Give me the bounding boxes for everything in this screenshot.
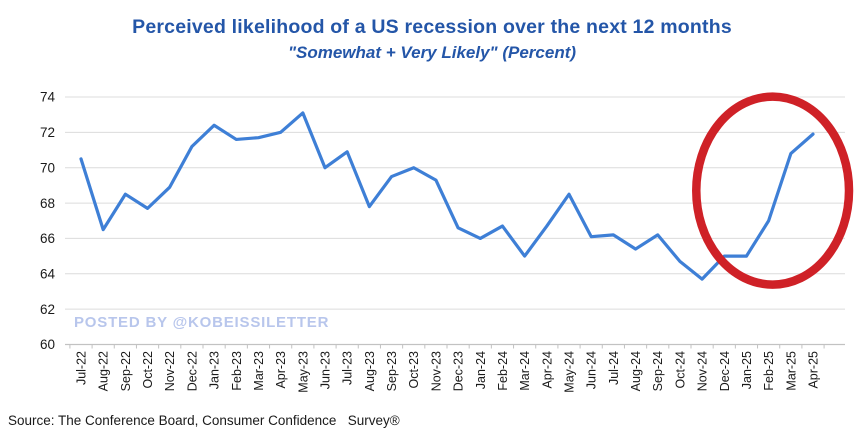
x-axis-tick-label: Jun-24: [585, 351, 599, 389]
x-axis-tick-label: Aug-24: [629, 351, 643, 391]
x-axis-tick-label: Aug-23: [363, 351, 377, 391]
y-axis-tick-label: 60: [40, 337, 55, 352]
x-axis-tick-label: Nov-23: [429, 351, 443, 391]
x-axis-tick-label: Oct-24: [673, 351, 687, 389]
x-axis-tick-label: Sep-22: [119, 351, 133, 391]
x-axis-tick-label: Feb-25: [762, 351, 776, 391]
x-axis-tick-label: Mar-23: [252, 351, 266, 391]
x-axis-tick-label: Mar-24: [518, 351, 532, 391]
x-axis-tick-label: Jul-23: [341, 351, 355, 385]
x-axis-tick-label: Sep-24: [651, 351, 665, 391]
x-axis-tick-label: Dec-23: [452, 351, 466, 391]
source-note: Source: The Conference Board, Consumer C…: [8, 413, 400, 428]
x-axis-tick-label: Jul-24: [607, 351, 621, 385]
y-axis-tick-label: 68: [40, 196, 55, 211]
x-axis-tick-label: Oct-22: [141, 351, 155, 389]
x-axis-tick-label: Aug-22: [97, 351, 111, 391]
highlight-ellipse: [692, 92, 854, 289]
x-axis-tick-label: Nov-24: [696, 351, 710, 391]
y-axis-tick-label: 70: [40, 160, 55, 175]
x-axis-tick-label: Jan-24: [474, 351, 488, 389]
data-series-line: [79, 111, 815, 281]
x-axis-tick-label: Nov-22: [163, 351, 177, 391]
x-axis-tick-label: Mar-25: [784, 351, 798, 391]
y-axis-tick-label: 62: [40, 302, 55, 317]
x-axis-tick-label: Jun-23: [319, 351, 333, 389]
x-axis-tick-label: Dec-22: [185, 351, 199, 391]
chart-title: Perceived likelihood of a US recession o…: [132, 16, 732, 38]
x-axis-tick-label: Jan-23: [208, 351, 222, 389]
x-axis-tick-label: Feb-24: [496, 351, 510, 391]
x-axis-tick-label: Sep-23: [385, 351, 399, 391]
x-axis-tick-label: Feb-23: [230, 351, 244, 391]
x-axis-tick-label: May-23: [296, 351, 310, 393]
y-axis-tick-label: 66: [40, 231, 55, 246]
x-axis-tick-label: May-24: [563, 351, 577, 393]
x-axis-tick-label: Apr-23: [274, 351, 288, 389]
x-axis-tick-label: Oct-23: [407, 351, 421, 389]
chart-subtitle: "Somewhat + Very Likely" (Percent): [287, 43, 577, 62]
x-axis-tick-label: Jan-25: [740, 351, 754, 389]
y-axis-tick-label: 72: [40, 125, 55, 140]
y-axis-tick-label: 64: [40, 266, 56, 281]
x-axis-tick-label: Apr-25: [807, 351, 821, 389]
x-axis-tick-label: Apr-24: [540, 351, 554, 389]
y-axis-tick-label: 74: [40, 90, 56, 105]
x-axis-tick-label: Dec-24: [718, 351, 732, 391]
x-axis-tick-label: Jul-22: [75, 351, 89, 385]
watermark: POSTED BY @KOBEISSILETTER: [74, 314, 330, 331]
